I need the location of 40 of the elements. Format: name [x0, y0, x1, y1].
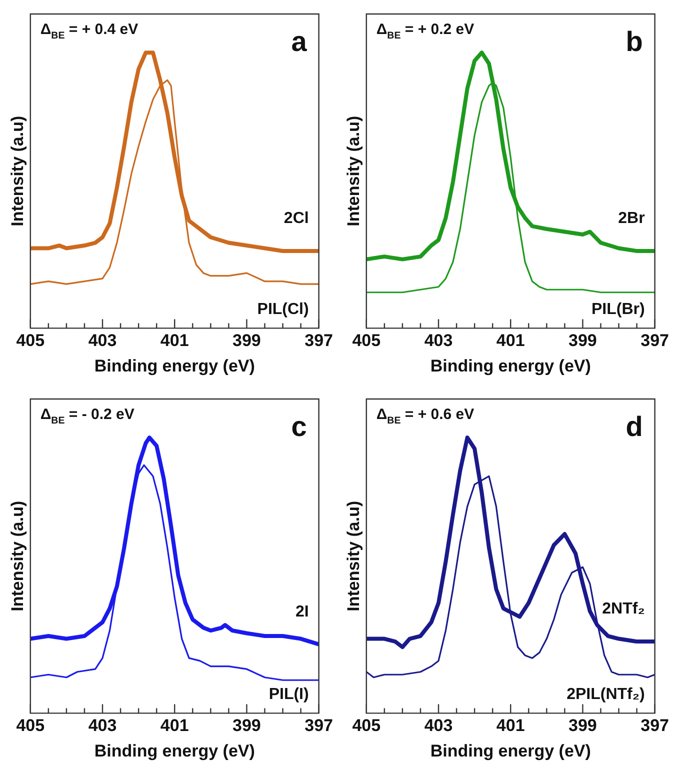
x-tick-label: 401: [496, 331, 525, 350]
x-tick-label: 401: [496, 716, 525, 736]
series-label: PIL(I): [268, 686, 309, 704]
x-tick-label: 399: [568, 716, 597, 736]
annotation: b: [626, 26, 643, 57]
annotation: d: [626, 411, 643, 442]
x-axis-title: Binding energy (eV): [94, 741, 255, 760]
x-tick-label: 403: [88, 331, 117, 350]
x-axis-title: Binding energy (eV): [430, 356, 591, 376]
series-label: 2Br: [618, 210, 645, 228]
x-tick-label: 397: [304, 716, 334, 736]
x-tick-label: 405: [352, 716, 381, 736]
series-label: 2I: [295, 603, 309, 620]
y-axis-title: Intensity (a.u): [344, 500, 363, 612]
x-tick-label: 397: [640, 716, 670, 736]
series-label: 2PIL(NTf₂): [566, 686, 645, 704]
x-tick-label: 397: [304, 331, 334, 350]
x-tick-label: 397: [640, 331, 670, 350]
series-label: 2NTf₂: [602, 600, 645, 618]
annotation: c: [291, 411, 307, 442]
x-tick-label: 405: [352, 331, 381, 350]
series-label: PIL(Cl): [257, 301, 309, 318]
series-label: PIL(Br): [591, 301, 645, 318]
x-tick-label: 403: [424, 331, 453, 350]
x-axis-title: Binding energy (eV): [430, 741, 591, 760]
y-axis-title: Intensity (a.u): [8, 116, 27, 226]
x-tick-label: 399: [232, 331, 261, 350]
annotation: a: [291, 26, 308, 57]
x-tick-label: 403: [88, 716, 117, 736]
x-tick-label: 403: [424, 716, 453, 736]
y-axis-title: Intensity (a.u): [8, 500, 27, 612]
x-axis-title: Binding energy (eV): [94, 356, 255, 376]
x-tick-label: 399: [232, 716, 261, 736]
x-tick-label: 401: [160, 716, 189, 736]
y-axis-title: Intensity (a.u): [344, 116, 363, 226]
x-tick-label: 405: [16, 716, 45, 736]
x-tick-label: 401: [160, 331, 189, 350]
series-label: 2Cl: [284, 210, 309, 228]
x-tick-label: 399: [568, 331, 597, 350]
x-tick-label: 405: [16, 331, 45, 350]
